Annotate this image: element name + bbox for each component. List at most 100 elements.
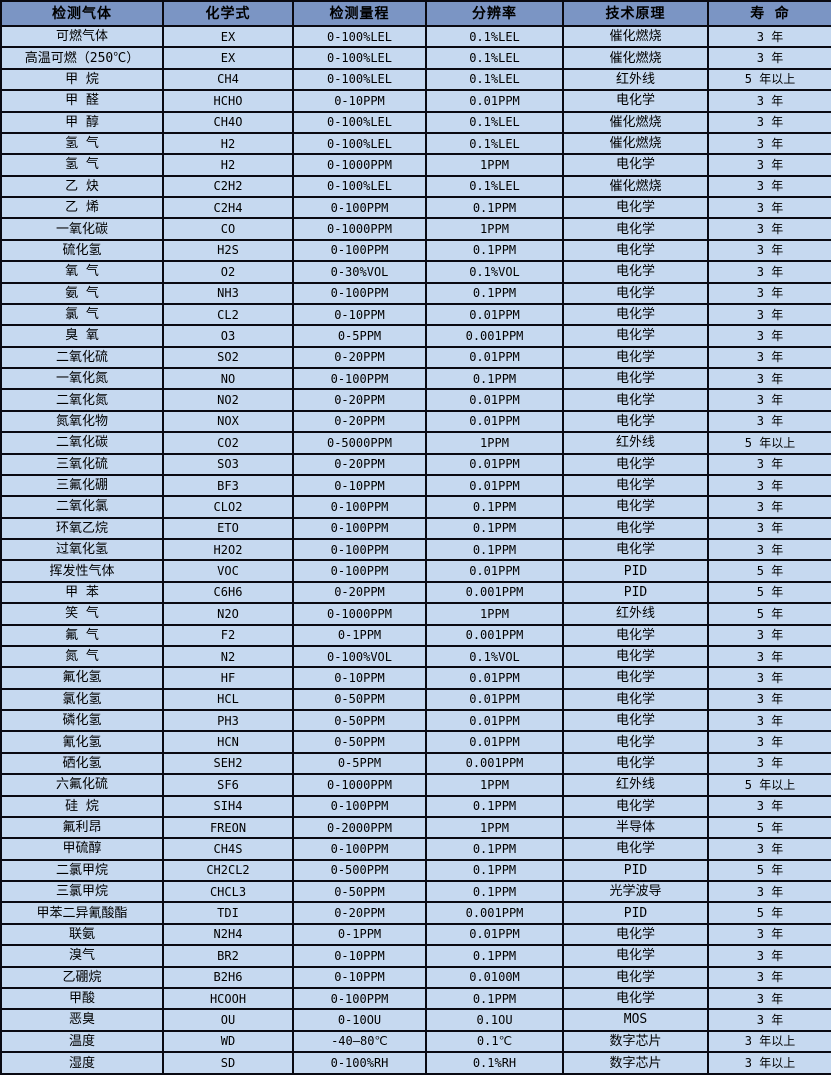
cell-range: 0-50PPM [292,730,427,754]
table-row: 氯化氢 HCL 0-50PPM 0.01PPM 电化学 3 年 [0,687,831,712]
cell-principle: 电化学 [562,730,709,754]
table-row: 三氧化硫 SO3 0-20PPM 0.01PPM 电化学 3 年 [0,452,831,476]
cell-resolution: 0.1OU [425,1008,564,1032]
cell-formula: NO [162,366,294,391]
cell-lifespan: 3 年 [707,837,831,861]
cell-formula: CHCL3 [162,879,294,904]
cell-range: 0-5PPM [292,324,427,348]
cell-principle: 电化学 [562,516,709,541]
cell-gas: 氯 气 [0,302,164,327]
cell-resolution: 0.1PPM [425,837,564,861]
cell-principle: 电化学 [562,495,709,519]
cell-resolution: 1PPM [425,217,564,241]
cell-principle: 电化学 [562,345,709,370]
cell-gas: 可燃气体 [0,24,164,49]
cell-resolution: 1PPM [425,153,564,177]
cell-gas: 甲 烷 [0,67,164,92]
cell-lifespan: 3 年 [707,666,831,690]
cell-formula: CH4O [162,110,294,134]
cell-range: 0-100PPM [292,281,427,305]
cell-gas: 氟化氢 [0,666,164,690]
cell-resolution: 0.01PPM [425,452,564,476]
cell-principle: 电化学 [562,473,709,498]
table-row: 氨 气 NH3 0-100PPM 0.1PPM 电化学 3 年 [0,281,831,305]
cell-formula: H2 [162,153,294,177]
cell-principle: 红外线 [562,67,709,92]
cell-range: 0-10PPM [292,666,427,690]
cell-principle: 电化学 [562,409,709,434]
col-header-gas: 检测气体 [0,0,164,27]
cell-formula: C2H4 [162,195,294,220]
cell-formula: NH3 [162,281,294,305]
cell-formula: O2 [162,260,294,284]
cell-range: 0-20PPM [292,409,427,434]
cell-resolution: 0.1PPM [425,879,564,904]
cell-principle: PID [562,901,709,925]
cell-range: 0-1PPM [292,623,427,647]
cell-lifespan: 3 年 [707,644,831,669]
table-row: 氢 气 H2 0-100%LEL 0.1%LEL 催化燃烧 3 年 [0,131,831,156]
cell-principle: 数字芯片 [562,1029,709,1054]
cell-formula: CL2 [162,302,294,327]
cell-gas: 氢 气 [0,153,164,177]
cell-resolution: 0.1%LEL [425,110,564,134]
cell-lifespan: 5 年 [707,580,831,605]
cell-gas: 乙硼烷 [0,965,164,989]
cell-range: 0-50PPM [292,687,427,712]
table-row: 溴气 BR2 0-10PPM 0.1PPM 电化学 3 年 [0,944,831,968]
table-row: 二氯甲烷 CH2CL2 0-500PPM 0.1PPM PID 5 年 [0,858,831,883]
cell-range: 0-10PPM [292,89,427,113]
cell-resolution: 0.1%LEL [425,174,564,199]
cell-range: 0-20PPM [292,345,427,370]
cell-range: 0-1000PPM [292,602,427,626]
cell-formula: TDI [162,901,294,925]
cell-gas: 甲 醇 [0,110,164,134]
cell-range: 0-100%LEL [292,110,427,134]
cell-lifespan: 3 年 [707,794,831,818]
table-row: 六氟化硫 SF6 0-1000PPM 1PPM 红外线 5 年以上 [0,773,831,797]
cell-lifespan: 3 年 [707,879,831,904]
cell-formula: H2S [162,238,294,263]
table-row: 环氧乙烷 ETO 0-100PPM 0.1PPM 电化学 3 年 [0,516,831,541]
table-row: 可燃气体 EX 0-100%LEL 0.1%LEL 催化燃烧 3 年 [0,24,831,49]
cell-formula: BF3 [162,473,294,498]
cell-gas: 三氟化硼 [0,473,164,498]
cell-range: 0-100%LEL [292,131,427,156]
cell-resolution: 0.1%LEL [425,24,564,49]
cell-resolution: 0.1PPM [425,495,564,519]
cell-lifespan: 3 年 [707,366,831,391]
cell-gas: 氟 气 [0,623,164,647]
cell-gas: 氮 气 [0,644,164,669]
cell-gas: 氯化氢 [0,687,164,712]
cell-formula: N2O [162,602,294,626]
table-row: 乙 炔 C2H2 0-100%LEL 0.1%LEL 催化燃烧 3 年 [0,174,831,199]
cell-lifespan: 3 年 [707,922,831,947]
cell-principle: 电化学 [562,195,709,220]
table-row: 磷化氢 PH3 0-50PPM 0.01PPM 电化学 3 年 [0,708,831,733]
table-row: 臭 氧 O3 0-5PPM 0.001PPM 电化学 3 年 [0,324,831,348]
table-row: 二氧化氯 CLO2 0-100PPM 0.1PPM 电化学 3 年 [0,495,831,519]
cell-resolution: 1PPM [425,431,564,455]
cell-resolution: 0.1PPM [425,281,564,305]
cell-principle: 电化学 [562,388,709,412]
cell-lifespan: 3 年 [707,730,831,754]
cell-resolution: 0.01PPM [425,922,564,947]
cell-resolution: 0.1PPM [425,537,564,562]
cell-formula: WD [162,1029,294,1054]
cell-formula: HCL [162,687,294,712]
table-row: 硒化氢 SEH2 0-5PPM 0.001PPM 电化学 3 年 [0,751,831,776]
cell-gas: 氟利昂 [0,815,164,840]
table-row: 甲 醇 CH4O 0-100%LEL 0.1%LEL 催化燃烧 3 年 [0,110,831,134]
cell-resolution: 0.01PPM [425,687,564,712]
cell-principle: 红外线 [562,773,709,797]
cell-range: 0-1000PPM [292,153,427,177]
cell-range: 0-500PPM [292,858,427,883]
cell-formula: H2O2 [162,537,294,562]
cell-lifespan: 3 年以上 [707,1051,831,1075]
cell-formula: HCOOH [162,986,294,1011]
cell-resolution: 0.001PPM [425,623,564,647]
cell-principle: 电化学 [562,944,709,968]
cell-gas: 一氧化碳 [0,217,164,241]
cell-resolution: 0.01PPM [425,89,564,113]
